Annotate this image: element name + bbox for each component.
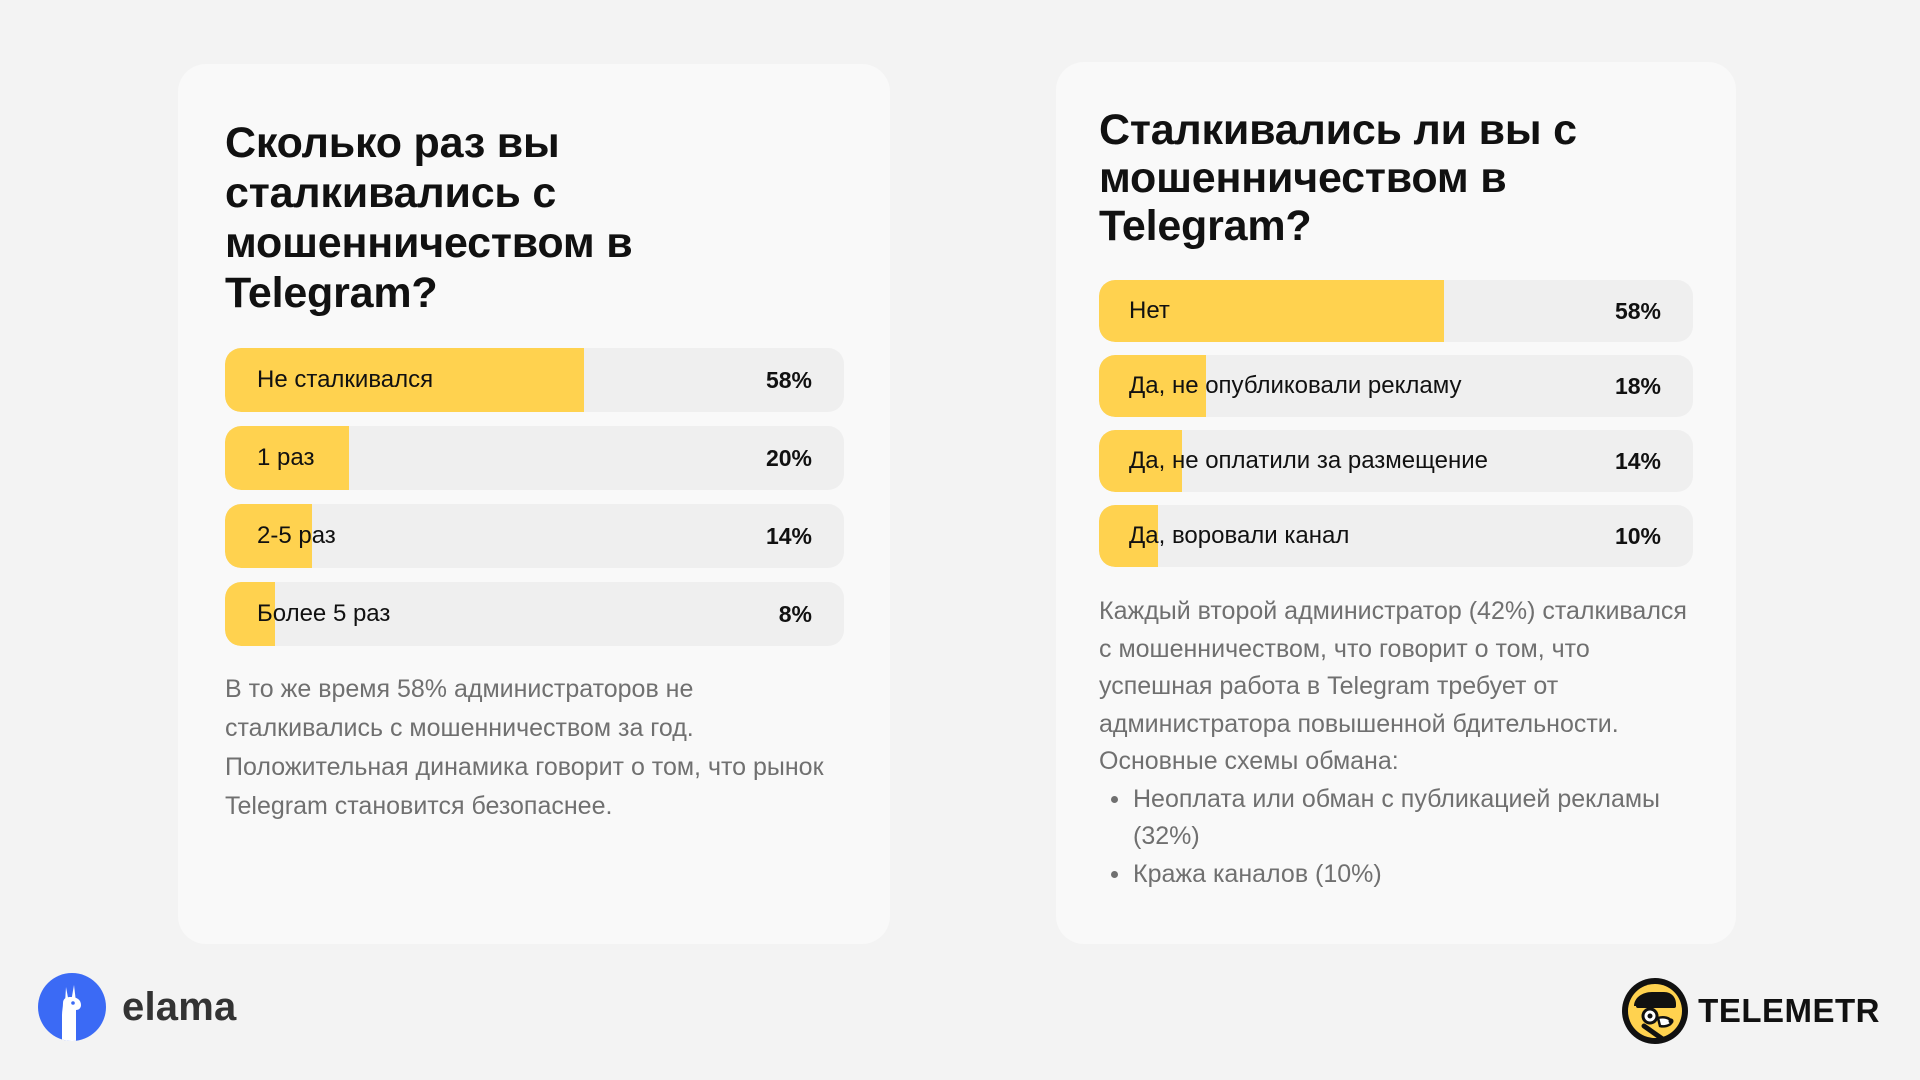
scheme-list: Неоплата или обман с публикацией рекламы…: [1099, 781, 1689, 894]
card-description: В то же время 58% администраторов не ста…: [225, 675, 824, 820]
bar-label: Более 5 раз: [257, 600, 391, 627]
bar-value-label: 10%: [1614, 522, 1661, 549]
bar-fill: [225, 582, 275, 646]
bar-label: Нет: [1129, 297, 1170, 324]
bar-list: Нет 58% Да, не опубликовали рекламу 18% Да, …: [1099, 280, 1693, 567]
bar-row: Да, не оплатили за размещение 14%: [1099, 430, 1693, 492]
description-paragraph: Каждый второй администратор (42%) сталки…: [1099, 597, 1687, 775]
bar-fill: [225, 348, 585, 412]
bar-row: Нет 58%: [1099, 280, 1693, 342]
bar-row: 2-5 раз 14%: [225, 504, 844, 568]
bar-label: 2-5 раз: [257, 522, 336, 549]
bar-row: Не сталкивался 58%: [225, 348, 844, 412]
elama-wordmark: elama: [122, 984, 237, 1029]
list-item: Неоплата или обман с публикацией рекламы…: [1099, 781, 1689, 856]
bar-value-label: 14%: [765, 522, 812, 549]
bar-label: Не сталкивался: [257, 366, 434, 393]
bar-fill: [1099, 355, 1206, 417]
bar-fill: [1099, 280, 1444, 342]
bar-list: Не сталкивался 58% 1 раз 20% 2-5 раз 14% Более…: [225, 348, 844, 646]
list-item: Кража каналов (10%): [1099, 856, 1689, 894]
bar-row: Да, не опубликовали рекламу 18%: [1099, 355, 1693, 417]
bar-label: Да, воровали канал: [1129, 522, 1350, 549]
bar-row: 1 раз 20%: [225, 426, 844, 490]
bar-row: Более 5 раз 8%: [225, 582, 844, 646]
bar-row: Да, воровали канал 10%: [1099, 505, 1693, 567]
bar-label: Да, не оплатили за размещение: [1129, 447, 1488, 474]
bar-value-label: 18%: [1614, 372, 1661, 399]
bar-value-label: 8%: [778, 600, 812, 627]
elama-logo: elama: [38, 972, 236, 1042]
card-description: Каждый второй администратор (42%) сталки…: [1099, 593, 1689, 893]
chart-card-encountered: Сталкивались ли вы с мошенничеством в Te…: [1056, 62, 1736, 944]
bar-fill: [1099, 505, 1159, 567]
bar-fill: [1099, 430, 1183, 492]
llama-icon: [38, 973, 106, 1041]
dog-detective-icon: [1622, 978, 1689, 1044]
chart-title: Сколько раз вы сталкивались с мошенничес…: [225, 119, 633, 317]
bar-value-label: 14%: [1614, 447, 1661, 474]
telemetr-wordmark: TELEMETR: [1698, 992, 1880, 1029]
bar-fill: [225, 426, 349, 490]
chart-title: Сталкивались ли вы с мошенничеством в Te…: [1099, 106, 1577, 250]
bar-label: Да, не опубликовали рекламу: [1129, 372, 1462, 399]
bar-fill: [225, 504, 312, 568]
bar-value-label: 58%: [765, 366, 812, 393]
chart-card-frequency: Сколько раз вы сталкивались с мошенничес…: [178, 64, 890, 944]
telemetr-logo: TELEMETR: [1620, 976, 1880, 1046]
bar-label: 1 раз: [257, 444, 315, 471]
bar-value-label: 58%: [1614, 297, 1661, 324]
bar-value-label: 20%: [765, 444, 812, 471]
